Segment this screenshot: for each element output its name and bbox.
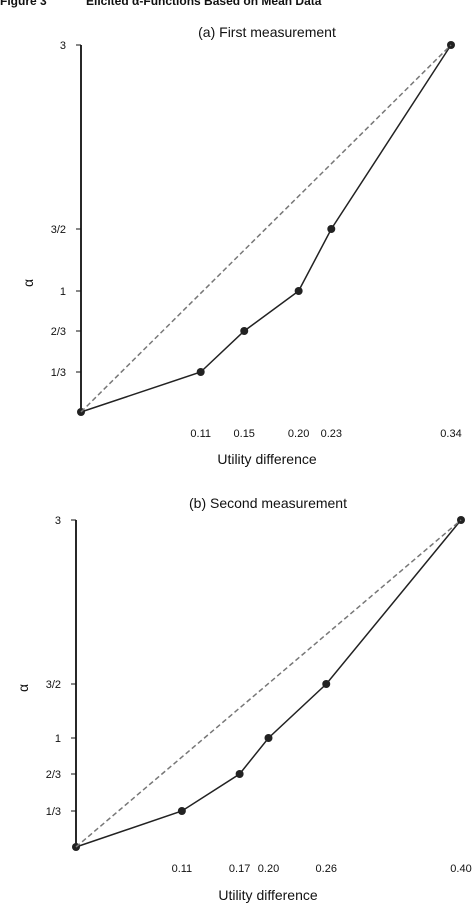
x-tick-label: 0.20 <box>258 863 279 875</box>
y-tick-label: 3/2 <box>51 224 66 236</box>
y-tick-label: 2/3 <box>46 769 61 781</box>
chart-panel-a: (a) First measurement 1/3 2/3 1 3/2 3 α 0.11 0.1… <box>20 24 462 467</box>
data-point <box>264 734 273 742</box>
y-axis-title: α <box>15 684 31 692</box>
data-point <box>240 326 249 335</box>
data-point <box>457 516 465 524</box>
figure-caption: Elicited α-Functions Based on Mean Data <box>86 0 322 8</box>
x-axis-title: Utility difference <box>217 451 317 467</box>
data-point <box>196 368 205 377</box>
y-axis-title: α <box>20 279 36 287</box>
y-tick-label: 1 <box>55 733 61 745</box>
figure-label: Figure 3 <box>0 0 47 8</box>
x-tick-label: 0.11 <box>172 863 193 875</box>
chart-title: (b) Second measurement <box>189 495 347 511</box>
reference-dashed-line <box>80 44 452 413</box>
x-tick-label: 0.11 <box>190 428 211 440</box>
data-point <box>322 680 331 688</box>
chart-panel-b: (b) Second measurement 1/3 2/3 1 3/2 3 α 0.11 0.… <box>15 495 472 903</box>
x-tick-label: 0.40 <box>450 863 471 875</box>
x-tick-label: 0.34 <box>440 428 461 440</box>
reference-dashed-line <box>75 519 462 848</box>
y-tick-label: 1 <box>60 286 66 298</box>
data-line <box>80 44 452 413</box>
y-tick-label: 3 <box>60 40 66 52</box>
y-tick-label: 3/2 <box>46 679 61 691</box>
y-tick-label: 1/3 <box>51 367 66 379</box>
y-tick-label: 2/3 <box>51 326 66 338</box>
chart-title: (a) First measurement <box>198 24 336 40</box>
data-point <box>294 287 303 295</box>
y-tick-label: 1/3 <box>46 806 61 818</box>
x-tick-label: 0.20 <box>288 428 309 440</box>
x-tick-label: 0.17 <box>229 863 250 875</box>
x-tick-label: 0.23 <box>321 428 342 440</box>
x-tick-label: 0.26 <box>316 863 337 875</box>
data-point <box>235 769 244 778</box>
x-axis-title: Utility difference <box>218 887 318 903</box>
data-point <box>177 807 186 816</box>
data-point <box>327 225 336 233</box>
x-tick-label: 0.15 <box>234 428 255 440</box>
figure-header: Figure 3 Elicited α-Functions Based on M… <box>0 0 474 8</box>
y-tick-label: 3 <box>55 515 61 527</box>
data-line <box>75 519 462 848</box>
